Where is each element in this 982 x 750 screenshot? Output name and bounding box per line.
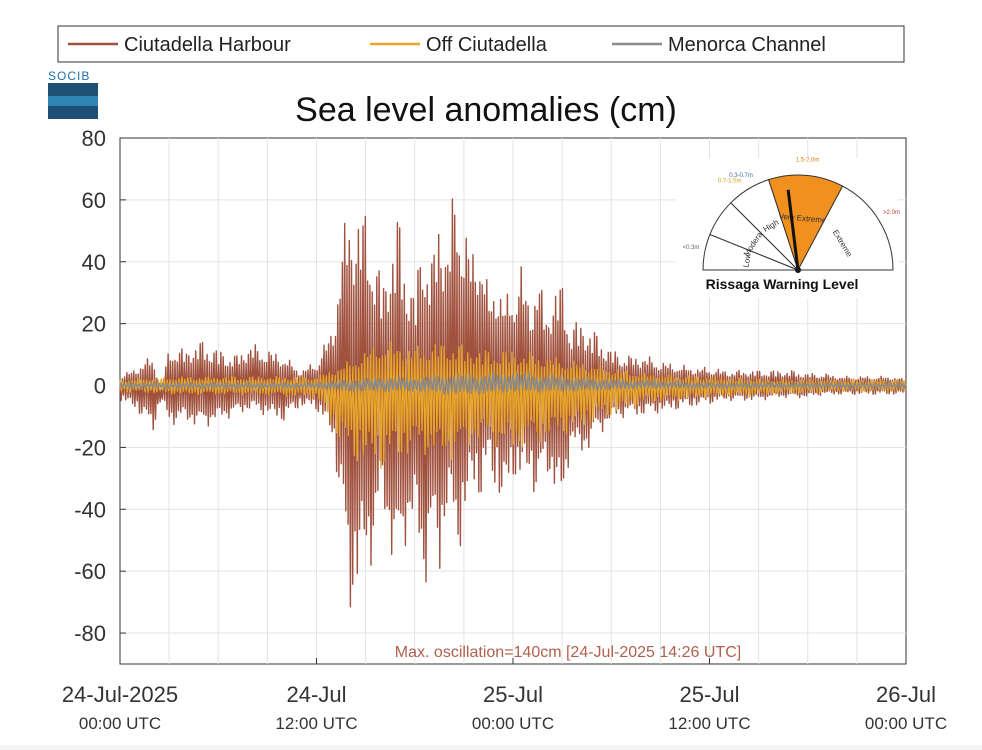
- gauge-sector-label: Low: [741, 252, 753, 268]
- y-tick-label: -20: [74, 435, 106, 460]
- x-tick-time-label: 00:00 UTC: [865, 714, 947, 733]
- gauge-range-label: 1.5-2.0m: [796, 157, 820, 163]
- socib-logo: SOCIB: [48, 69, 98, 119]
- x-tick-time-label: 12:00 UTC: [275, 714, 357, 733]
- gauge-range-label: >2.0m: [883, 210, 900, 216]
- x-tick-date-label: 25-Jul: [483, 682, 543, 707]
- gauge-range-label: 0.3-0.7m: [729, 173, 753, 179]
- gauge-needle: [786, 189, 800, 271]
- x-tick-date-label: 24-Jul: [287, 682, 347, 707]
- y-tick-label: -40: [74, 497, 106, 522]
- gauge-range-label: 0.7-1.5m: [718, 179, 742, 185]
- y-tick-label: 40: [82, 250, 106, 275]
- max-oscillation-annotation: Max. oscillation=140cm [24-Jul-2025 14:2…: [395, 644, 741, 661]
- y-axis-ticks: -80 -60 -40 -20 0 20 40 60 80: [74, 126, 126, 646]
- x-tick-time-label: 00:00 UTC: [79, 714, 161, 733]
- socib-logo-text: SOCIB: [48, 69, 90, 83]
- series-group: [119, 198, 907, 608]
- y-tick-label: 60: [82, 188, 106, 213]
- legend-box: [57, 25, 905, 63]
- gauge-sector: [768, 174, 844, 272]
- legend-label-off-ciutadella: Off Ciutadella: [426, 34, 548, 56]
- gauge-range-label: <0.3m: [683, 245, 700, 251]
- y-tick-label: -80: [74, 621, 106, 646]
- chart-title: Sea level anomalies (cm): [295, 91, 677, 129]
- gauge-needle-pivot: [795, 267, 801, 273]
- series-off-ciutadella: [119, 340, 907, 469]
- x-tick-date-label: 25-Jul: [680, 682, 740, 707]
- legend: Ciutadella Harbour Off Ciutadella Menorc…: [57, 25, 905, 63]
- y-tick-label: 0: [94, 374, 106, 399]
- x-tick-time-label: 00:00 UTC: [472, 714, 554, 733]
- y-tick-label: 20: [82, 312, 106, 337]
- x-tick-time-label: 12:00 UTC: [668, 714, 750, 733]
- x-tick-date-label: 24-Jul-2025: [62, 682, 178, 707]
- x-axis-ticks: 24-Jul-2025 00:00 UTC 24-Jul 12:00 UTC 25-Ju…: [62, 658, 947, 733]
- inset-title: Rissaga Warning Level: [706, 276, 859, 292]
- series-menorca-channel: [119, 371, 907, 396]
- gauge-sector: [797, 185, 894, 271]
- socib-logo-wave: [48, 96, 98, 106]
- y-tick-label: 80: [82, 126, 106, 151]
- y-tick-label: -60: [74, 559, 106, 584]
- legend-label-menorca-channel: Menorca Channel: [668, 34, 826, 56]
- x-tick-date-label: 26-Jul: [876, 682, 936, 707]
- legend-label-ciutadella-harbour: Ciutadella Harbour: [124, 34, 291, 56]
